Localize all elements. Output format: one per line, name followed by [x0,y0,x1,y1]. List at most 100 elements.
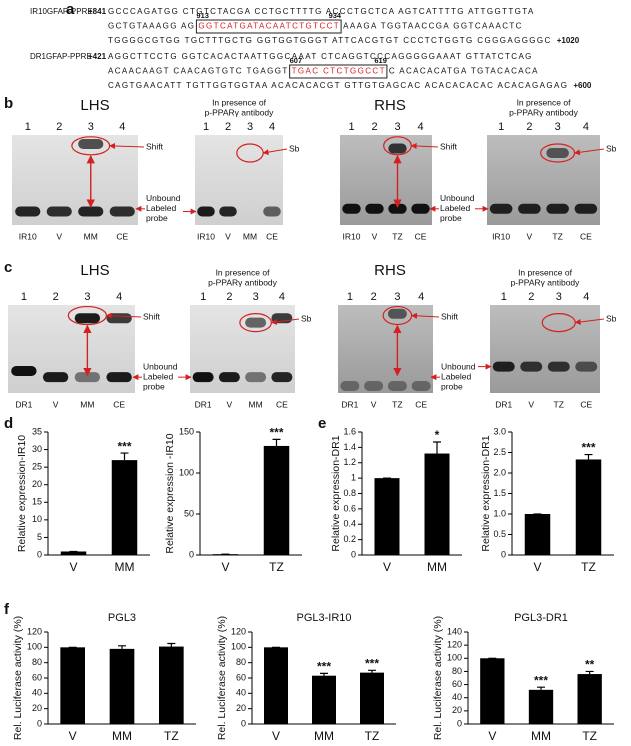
error-bar [537,686,545,690]
sequence-segment: AGGCTTCCTG GGTCACACTAATTGGCAAAT CTCAGGTC… [108,52,533,61]
shift-label: Shift [440,141,458,151]
lane-number: 2 [225,121,231,133]
panel-label: a [66,1,75,18]
y-tick-label: 1.0 [493,508,506,518]
lane-sample: DR1 [495,399,512,409]
panel-label: d [4,415,13,432]
gel-band [42,372,69,383]
bar [524,514,551,555]
bar [528,689,554,724]
y-tick-label: 140 [447,626,462,636]
lane-number: 4 [418,291,424,303]
gel-band [263,206,281,217]
x-tick-label: TZ [582,729,597,743]
x-tick-label: TZ [164,729,179,743]
gel-band [546,148,569,158]
side-title: RHS [374,97,406,114]
x-tick-label: V [272,729,280,743]
lane-number: 3 [84,291,90,303]
lane-number: 3 [247,121,253,133]
y-tick-label: 0.6 [343,503,356,513]
probe-label: Labeled [440,203,471,213]
sequence-start: +421 [88,52,107,61]
chart-title: PGL3-DR1 [514,612,568,624]
significance: *** [534,673,548,687]
y-tick-label: 0 [501,549,506,559]
bar [424,453,450,555]
y-tick-label: 40 [236,688,246,698]
y-axis-label: Relative expression-DR1 [480,435,492,551]
x-tick-label: TZ [581,560,596,574]
bar [111,460,138,555]
lane-number: 1 [200,291,206,303]
error-bar [118,645,126,649]
lane-sample: CE [113,399,125,409]
sequence-end: +1020 [557,36,580,45]
lane-sample: V [372,231,378,241]
x-tick-label: V [488,729,496,743]
y-tick-label: 0 [457,718,462,728]
gel-band [245,317,267,328]
lane-sample: V [56,231,62,241]
y-tick-label: 5 [37,532,42,542]
y-axis-label: Rel. Luciferase activity (%) [432,616,444,740]
significance: *** [269,426,283,440]
probe-label: Labeled [143,371,174,381]
x-tick-label: V [69,560,77,574]
bar [109,648,135,724]
gel-band [11,366,37,376]
probe-label: probe [440,213,462,223]
error-bar [120,452,129,461]
y-tick-label: 15 [32,497,42,507]
y-tick-label: 120 [231,626,246,636]
y-tick-label: 80 [32,657,42,667]
shift-label: Shift [146,141,164,151]
sequence-segment: ACAACAAGT CAACAGTGTC TGAGGT [108,67,289,76]
gel-band [388,203,407,214]
gel-band [342,203,361,214]
x-tick-label: MM [531,729,551,743]
lane-number: 1 [25,121,31,133]
lane-number: 3 [556,291,562,303]
y-tick-label: 20 [236,703,246,713]
error-bar [585,670,594,675]
gel-band [574,203,598,214]
y-axis-label: Rel. Luciferase activity (%) [216,616,228,740]
y-tick-label: 60 [236,672,246,682]
gel-band [218,372,240,383]
gel-band [365,203,384,214]
gel-band [271,372,293,383]
lane-sample: V [527,231,533,241]
gel-band [387,308,407,319]
y-tick-label: 0.4 [343,519,356,529]
gel-band [192,372,214,383]
highlight-box [289,64,388,79]
x-tick-label: V [383,560,391,574]
y-axis-label: Relative expression-DR1 [330,435,342,551]
sb-label: Sb [606,143,617,153]
lane-number: 2 [53,291,59,303]
gel-band [46,206,72,217]
y-tick-label: 120 [27,626,42,636]
gel-band [219,206,237,217]
pointer [270,318,300,325]
lane-sample: MM [243,231,257,241]
gel-band [74,313,101,324]
y-tick-label: 2.5 [493,447,506,457]
sb-label: Sb [301,313,312,323]
lane-number: 3 [394,121,400,133]
pointer [411,312,440,319]
y-tick-label: 0.5 [493,529,506,539]
position-label: 607 [290,56,303,65]
lane-sample: V [528,399,534,409]
probe-label: Unbound [440,193,475,203]
lane-number: 2 [371,121,377,133]
error-bar [433,441,441,454]
probe-label: probe [146,213,168,223]
side-title: LHS [80,262,109,279]
gel-band [364,380,384,391]
lane-number: 1 [348,121,354,133]
lane-sample: TZ [554,399,564,409]
probe-label: Labeled [441,371,472,381]
gel-band [106,313,132,324]
